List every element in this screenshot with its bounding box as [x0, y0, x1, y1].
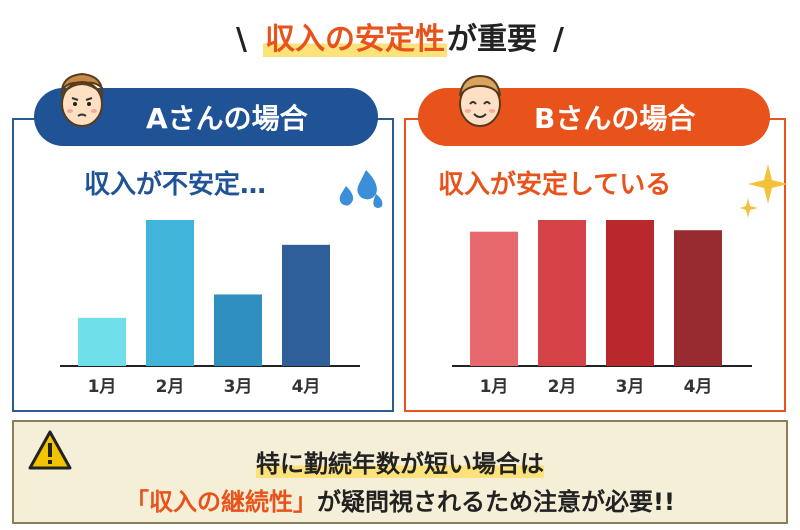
chart-a-bar-3	[214, 294, 262, 366]
note-box: 特に勤続年数が短い場合は 「収入の継続性」が疑問視されるため注意が必要!!	[12, 420, 788, 524]
note-emphasis: 「収入の継続性」	[125, 488, 318, 516]
note-line-2-rest: が疑問視されるため注意が必要!!	[317, 488, 675, 516]
chart-a-tick-label-2: 2月	[156, 377, 185, 397]
chart-b-tick-label-4: 4月	[684, 377, 713, 397]
chart-a-tick-label-3: 3月	[224, 377, 253, 397]
chart-b-bar-1	[470, 231, 518, 366]
warning-icon	[28, 430, 72, 470]
note-line-1: 特に勤続年数が短い場合は	[14, 444, 786, 479]
title-highlight: 収入の安定性	[263, 22, 447, 57]
chart-a-bar-1	[78, 317, 126, 366]
chart-a-tick-label-1: 1月	[88, 377, 117, 397]
chart-a: 1月 2月 3月 4月	[60, 220, 360, 397]
panel-b-label-text: Bさんの場合	[534, 102, 696, 135]
happy-person-icon	[459, 74, 501, 127]
note-line-2: 「収入の継続性」が疑問視されるため注意が必要!!	[14, 482, 786, 517]
chart-b-tick-label-1: 1月	[480, 377, 509, 397]
chart-b-tick-label-2: 2月	[548, 377, 577, 397]
panel-a-label-text: Aさんの場合	[146, 102, 308, 135]
chart-b-bar-2	[538, 220, 586, 366]
chart-b: 1月 2月 3月 4月	[452, 220, 752, 397]
sparkles-icon	[740, 164, 788, 218]
panel-a-subtitle: 収入が不安定…	[84, 170, 267, 200]
page-title: \ 収入の安定性が重要 /	[0, 14, 800, 58]
worried-person-icon	[60, 72, 104, 127]
note-line-1-text: 特に勤続年数が短い場合は	[256, 450, 544, 478]
panel-b-subtitle: 収入が安定している	[438, 170, 672, 200]
chart-b-bar-4	[674, 230, 722, 366]
title-slash-right: /	[553, 22, 564, 57]
title-slash-left: \	[236, 22, 247, 57]
sweat-drops-icon	[339, 170, 383, 208]
chart-b-bar-3	[606, 220, 654, 366]
chart-a-tick-label-4: 4月	[292, 377, 321, 397]
chart-a-bar-2	[146, 220, 194, 366]
panel-a	[12, 118, 394, 412]
chart-a-bar-4	[282, 244, 330, 366]
chart-b-tick-label-3: 3月	[616, 377, 645, 397]
title-rest: が重要	[447, 22, 537, 57]
